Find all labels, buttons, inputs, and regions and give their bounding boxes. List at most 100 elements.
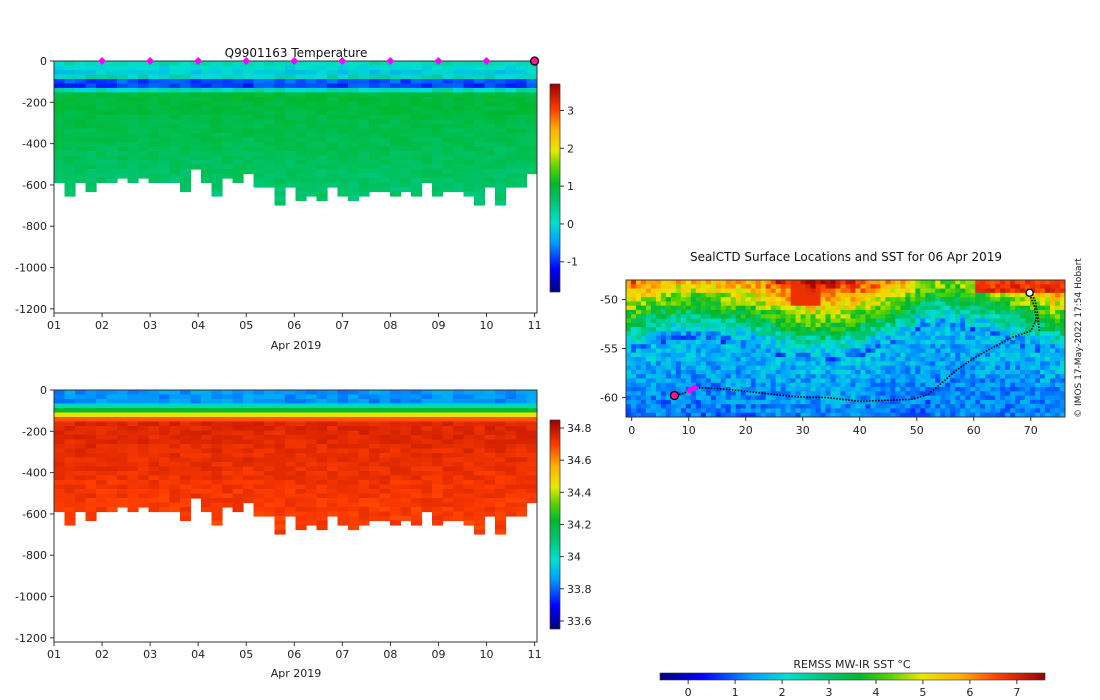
heatmap-cell (390, 394, 402, 400)
heatmap-cell (85, 498, 97, 504)
heatmap-cell (421, 178, 433, 184)
heatmap-cell (285, 471, 297, 477)
sst-cell (950, 404, 956, 409)
heatmap-cell (138, 92, 150, 98)
heatmap-cell (190, 444, 202, 450)
sst-cell (730, 280, 737, 285)
heatmap-cell (400, 421, 412, 427)
heatmap-cell (348, 408, 360, 414)
sst-cell (810, 382, 817, 388)
heatmap-cell (421, 453, 433, 459)
sst-cell (750, 387, 757, 392)
sst-cell (885, 314, 891, 320)
sst-cell (930, 297, 936, 302)
sst-cell (890, 288, 896, 294)
sst-cell (670, 297, 677, 302)
heatmap-cell (285, 83, 297, 89)
sst-cell (710, 284, 717, 290)
heatmap-cell (463, 79, 475, 85)
heatmap-cell (96, 457, 108, 463)
heatmap-cell (495, 471, 507, 477)
sst-cell (645, 387, 652, 392)
sst-cell (710, 404, 717, 409)
sst-cell (800, 327, 807, 332)
heatmap-cell (337, 489, 349, 495)
sst-cell (725, 357, 732, 362)
sst-cell (835, 382, 842, 388)
sst-cell (765, 395, 772, 401)
sst-cell (885, 352, 891, 358)
sst-cell (760, 284, 767, 290)
sst-cell (915, 352, 921, 358)
sst-cell (870, 387, 876, 392)
heatmap-cell (264, 493, 276, 499)
heatmap-cell (127, 435, 139, 441)
sst-cell (970, 391, 976, 397)
sst-cell (930, 382, 936, 388)
sst-cell (640, 344, 647, 349)
heatmap-cell (190, 92, 202, 98)
sst-cell (915, 305, 921, 311)
heatmap-cell (442, 399, 454, 405)
heatmap-cell (484, 493, 496, 499)
sst-cell (670, 387, 677, 392)
heatmap-cell (474, 399, 486, 405)
sst-cell (895, 374, 901, 379)
sst-cell (820, 339, 827, 345)
heatmap-cell (484, 507, 496, 513)
heatmap-cell (369, 480, 381, 486)
sst-cell (780, 378, 787, 384)
heatmap-cell (85, 61, 97, 67)
heatmap-cell (463, 394, 475, 400)
heatmap-cell (369, 137, 381, 143)
heatmap-cell (117, 444, 129, 450)
sst-cell (910, 348, 916, 354)
heatmap-cell (148, 128, 160, 134)
sst-cell (775, 314, 782, 320)
heatmap-cell (64, 412, 76, 418)
sst-cell (675, 305, 682, 311)
heatmap-cell (169, 178, 181, 184)
salinity-heatmap (54, 390, 537, 535)
heatmap-cell (306, 403, 318, 409)
sst-cell (645, 335, 652, 341)
sst-cell (635, 335, 642, 341)
heatmap-cell (127, 151, 139, 157)
sst-cell (950, 280, 956, 285)
heatmap-cell (253, 403, 265, 409)
heatmap-cell (180, 187, 192, 193)
heatmap-cell (159, 435, 171, 441)
sst-cell (920, 292, 926, 298)
heatmap-cell (180, 457, 192, 463)
sst-cell (930, 404, 936, 409)
sst-cell (720, 365, 727, 371)
heatmap-cell (148, 435, 160, 441)
sst-cell (875, 318, 881, 324)
sst-cell (840, 314, 846, 320)
sst-cell (770, 365, 777, 371)
heatmap-cell (96, 151, 108, 157)
heatmap-cell (505, 421, 517, 427)
heatmap-cell (96, 444, 108, 450)
sst-cell (790, 335, 797, 341)
y-tick-label: 0 (40, 384, 47, 397)
heatmap-cell (232, 61, 244, 67)
heatmap-cell (253, 471, 265, 477)
sst-cell (940, 404, 946, 409)
heatmap-cell (369, 466, 381, 472)
heatmap-cell (474, 92, 486, 98)
sst-cell (830, 322, 837, 328)
sst-cell (745, 280, 752, 285)
sst-cell (665, 382, 672, 388)
heatmap-cell (264, 133, 276, 139)
sst-cell (780, 305, 787, 311)
heatmap-cell (442, 417, 454, 423)
heatmap-cell (117, 124, 129, 130)
sst-cell (870, 374, 876, 379)
heatmap-cell (463, 493, 475, 499)
heatmap-cell (316, 444, 328, 450)
heatmap-cell (400, 502, 412, 508)
heatmap-cell (400, 137, 412, 143)
heatmap-cell (453, 471, 465, 477)
sst-cell (940, 284, 946, 290)
